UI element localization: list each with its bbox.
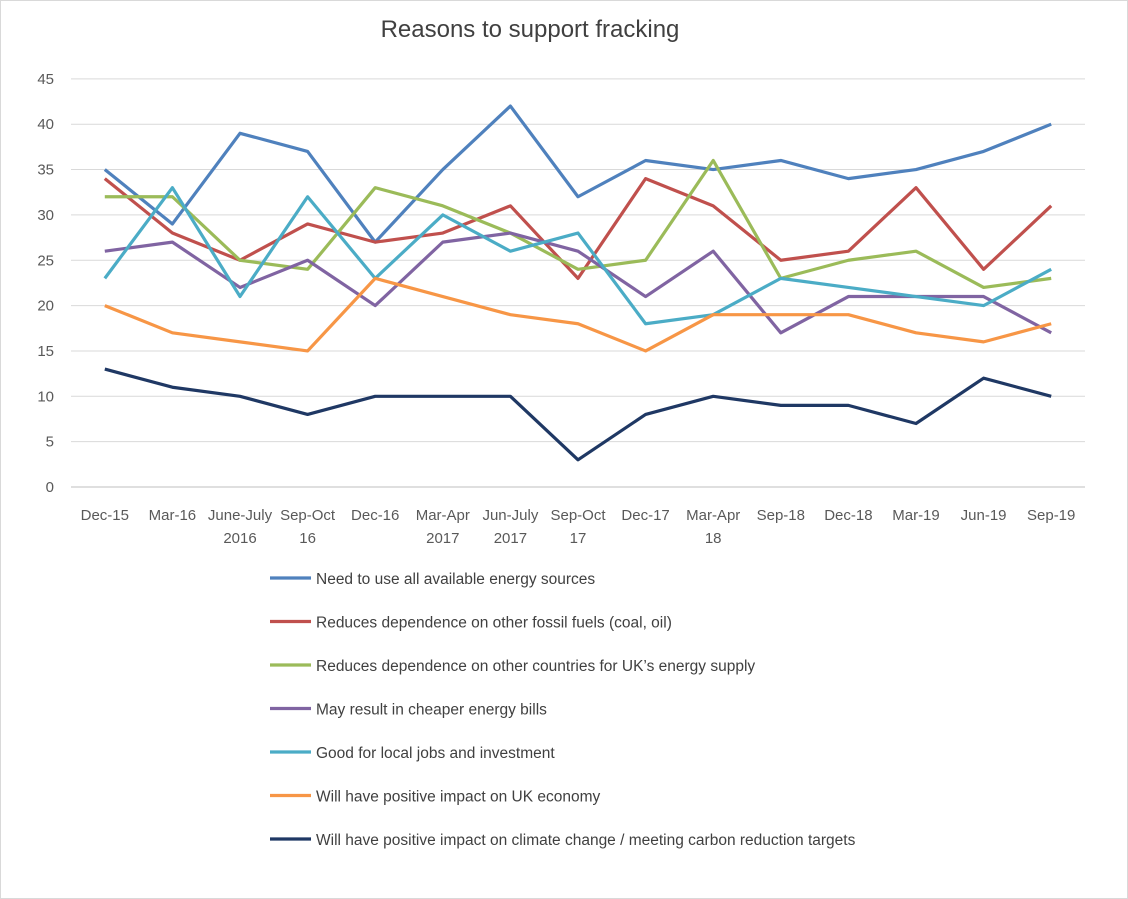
x-tick-label: 2016 (223, 530, 256, 547)
x-tick-label: 16 (299, 530, 316, 547)
series-line (104, 276, 1052, 353)
x-tick-label: Mar-Apr (686, 507, 740, 524)
legend-label: Will have positive impact on UK economy (316, 789, 601, 806)
y-tick-label: 25 (37, 252, 54, 269)
y-tick-label: 45 (37, 71, 54, 88)
y-tick-label: 15 (37, 343, 54, 360)
x-tick-label: Dec-18 (824, 507, 872, 524)
x-tick-label: Dec-17 (621, 507, 669, 524)
y-tick-label: 0 (46, 479, 54, 496)
y-tick-label: 35 (37, 162, 54, 179)
series-line (103, 104, 1052, 244)
chart-title: Reasons to support fracking (380, 16, 680, 43)
x-tick-label: 2017 (426, 530, 459, 547)
series-line (104, 158, 1052, 290)
x-tick-label: Mar-19 (892, 507, 940, 524)
y-tick-label: 20 (37, 298, 54, 315)
legend-label: May result in cheaper energy bills (316, 702, 547, 719)
x-tick-label: Mar-16 (149, 507, 197, 524)
series-line (103, 186, 1052, 326)
legend-label: Reduces dependence on other fossil fuels… (316, 615, 672, 632)
x-tick-label: Sep-Oct (280, 507, 336, 524)
x-tick-label: June-July (208, 507, 273, 524)
x-tick-label: Sep-18 (757, 507, 805, 524)
y-tick-label: 5 (46, 434, 54, 451)
y-tick-label: 40 (37, 116, 54, 133)
x-tick-label: Sep-19 (1027, 507, 1075, 524)
x-tick-label: 17 (570, 530, 587, 547)
series-line (103, 177, 1053, 280)
x-tick-label: Jun-19 (961, 507, 1007, 524)
legend-label: Need to use all available energy sources (316, 571, 595, 588)
x-tick-label: Sep-Oct (550, 507, 606, 524)
y-tick-label: 30 (37, 207, 54, 224)
legend-label: Good for local jobs and investment (316, 745, 555, 762)
series-line (104, 231, 1052, 335)
x-tick-label: 2017 (494, 530, 527, 547)
legend-label: Reduces dependence on other countries fo… (316, 658, 755, 675)
x-tick-label: 18 (705, 530, 722, 547)
x-tick-label: Dec-15 (81, 507, 129, 524)
x-tick-label: Jun-July (482, 507, 538, 524)
x-tick-label: Dec-16 (351, 507, 399, 524)
series-line (104, 367, 1052, 462)
legend-label: Will have positive impact on climate cha… (316, 832, 856, 849)
x-tick-label: Mar-Apr (416, 507, 470, 524)
y-tick-label: 10 (37, 388, 54, 405)
